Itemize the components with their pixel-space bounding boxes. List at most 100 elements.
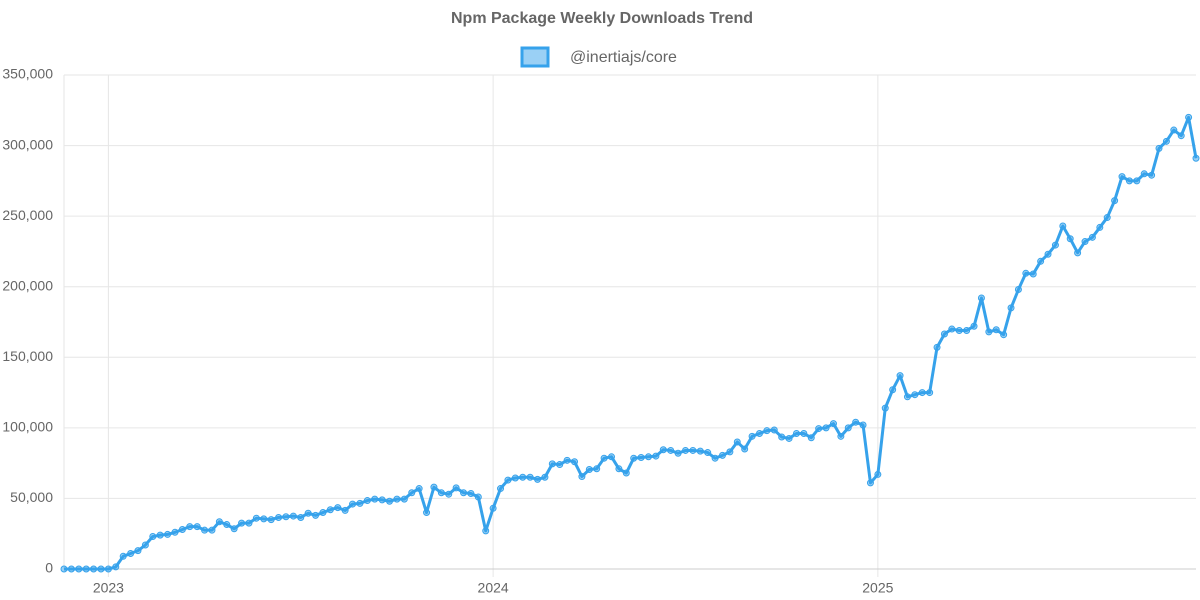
data-point [837,432,845,440]
data-point [689,446,697,454]
data-point [933,343,941,351]
data-point [866,479,874,487]
data-point [911,391,919,399]
y-tick-label: 350,000 [2,66,53,82]
data-point [667,446,675,454]
data-point [918,389,926,397]
data-point [1096,223,1104,231]
data-point [674,449,682,457]
data-point [859,421,867,429]
data-point [193,523,201,531]
data-point [378,496,386,504]
data-point [319,509,327,517]
data-point [1081,238,1089,246]
data-point [393,495,401,503]
y-tick-label: 200,000 [2,277,53,293]
data-point [460,489,468,497]
data-point [60,565,68,573]
data-point [267,516,275,524]
data-point [445,490,453,498]
data-point [223,521,231,529]
data-point [371,495,379,503]
data-point [622,469,630,477]
data-point [275,513,283,521]
data-point [889,386,897,394]
data-point [1066,235,1074,243]
data-point [75,565,83,573]
data-point [822,424,830,432]
data-point [548,460,556,468]
x-tick-label: 2025 [862,580,893,596]
data-point [386,497,394,505]
data-point [482,527,490,535]
y-tick-label: 250,000 [2,207,53,223]
data-point [415,485,423,493]
data-point [963,326,971,334]
data-point [467,489,475,497]
y-tick-label: 50,000 [10,489,53,505]
data-point [608,453,616,461]
data-point [1140,170,1148,178]
data-point [1103,214,1111,222]
data-point [201,526,209,534]
data-point [141,541,149,549]
data-point [637,453,645,461]
data-point [585,465,593,473]
data-point [511,474,519,482]
data-point [304,509,312,517]
data-point [134,547,142,555]
data-point [807,434,815,442]
data-point [815,425,823,433]
data-point [341,506,349,514]
data-point [82,565,90,573]
data-point [104,565,112,573]
data-point [437,489,445,497]
data-point [260,515,268,523]
data-point [1044,250,1052,258]
data-point [711,454,719,462]
legend-label: @inertiajs/core [570,49,677,66]
data-point [977,294,985,302]
data-point [1170,126,1178,134]
data-point [326,506,334,514]
y-tick-label: 100,000 [2,419,53,435]
data-point [1148,171,1156,179]
data-point [1111,197,1119,205]
data-point [312,511,320,519]
data-point [1029,270,1037,278]
data-point [452,484,460,492]
data-point [1118,173,1126,181]
data-point [704,449,712,457]
data-point [504,476,512,484]
data-point [792,430,800,438]
data-point [208,526,216,534]
data-point [852,418,860,426]
data-point [844,424,852,432]
data-point [363,497,371,505]
data-point [497,485,505,493]
data-point [519,473,527,481]
data-point [119,552,127,560]
data-point [770,426,778,434]
data-point [800,430,808,438]
data-point [763,427,771,435]
data-point [1185,113,1193,121]
data-point [252,514,260,522]
data-point [556,461,564,469]
data-point [149,533,157,541]
data-point [356,499,364,507]
series-line [64,115,1198,571]
data-point [748,432,756,440]
x-tick-label: 2024 [478,580,509,596]
data-point [1000,331,1008,339]
data-point [230,525,238,533]
data-point [489,504,497,512]
data-point [985,328,993,336]
data-point [644,453,652,461]
data-point [881,404,889,412]
data-point [733,438,741,446]
data-point [600,454,608,462]
data-point [67,565,75,573]
data-point [659,446,667,454]
data-point [289,512,297,520]
